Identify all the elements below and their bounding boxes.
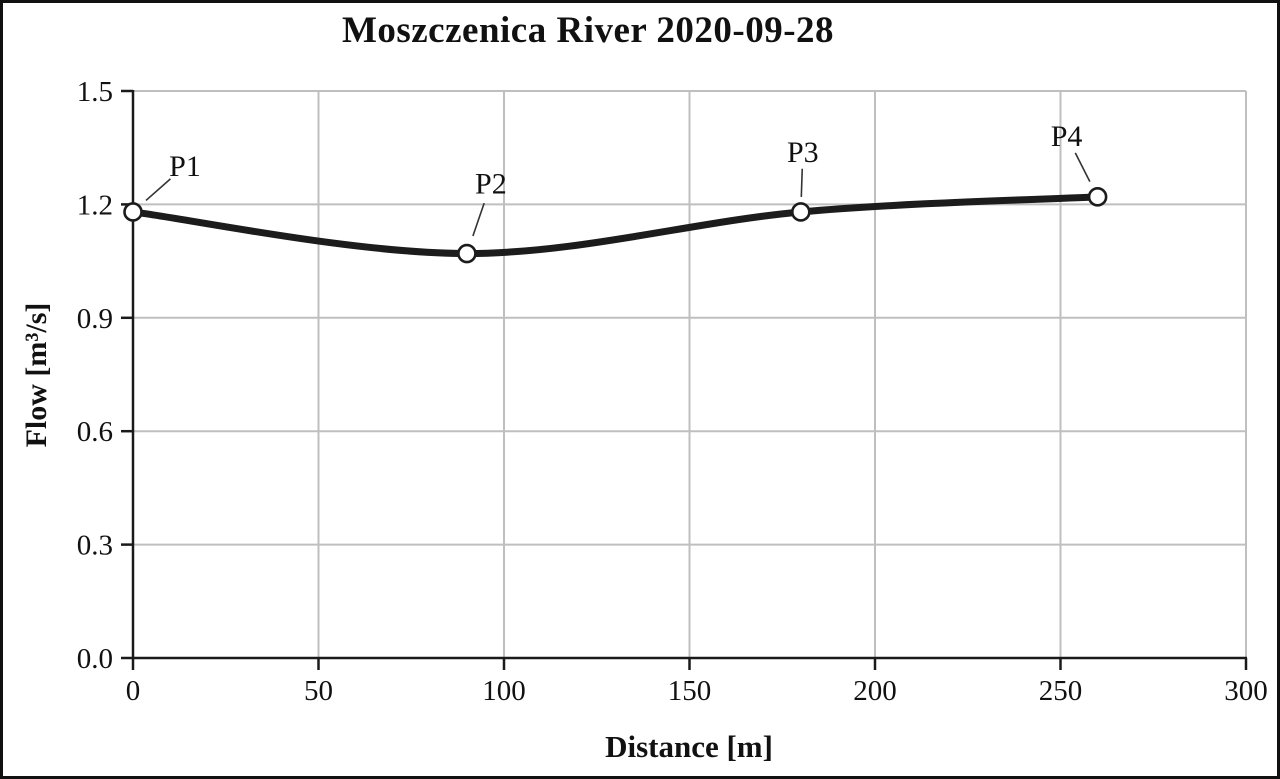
chart-canvas: 0 50 100 150 200 250 300 0.0 0.3 0.6 0.9 1.2 1.5 P1 P2… xyxy=(77,76,1268,707)
y-tick-label: 0.0 xyxy=(77,643,113,675)
x-axis-title: Distance [m] xyxy=(605,729,773,764)
point-label: P1 xyxy=(169,150,201,183)
y-tick-label: 0.3 xyxy=(77,530,113,562)
y-tick-label: 0.9 xyxy=(77,303,113,335)
point-label-leader xyxy=(145,178,171,202)
x-tick-label: 150 xyxy=(668,675,712,707)
y-axis-title: Flow [m³/s] xyxy=(20,302,53,448)
point-label: P3 xyxy=(787,136,819,169)
flow-series-line xyxy=(129,193,1102,258)
chart-title: Moszczenica River 2020-09-28 xyxy=(341,10,835,51)
x-tick-label: 250 xyxy=(1039,675,1083,707)
x-tick-label: 0 xyxy=(126,675,141,707)
point-label: P4 xyxy=(1051,120,1083,153)
point-label-leader xyxy=(800,168,804,197)
data-point-marker xyxy=(457,243,477,264)
y-tick-label: 1.5 xyxy=(77,76,113,108)
data-point-marker xyxy=(123,202,143,222)
data-point-marker xyxy=(790,202,811,222)
point-label: P2 xyxy=(475,168,507,201)
x-tick-label: 50 xyxy=(304,675,333,707)
point-label-leader xyxy=(472,202,485,237)
y-tick-label: 1.2 xyxy=(77,189,113,221)
point-label-leader xyxy=(1074,152,1091,182)
data-point-marker xyxy=(1087,187,1108,207)
x-tick-label: 300 xyxy=(1224,675,1268,707)
x-tick-label: 200 xyxy=(853,675,897,707)
x-tick-label: 100 xyxy=(482,675,526,707)
y-tick-label: 0.6 xyxy=(77,416,113,448)
